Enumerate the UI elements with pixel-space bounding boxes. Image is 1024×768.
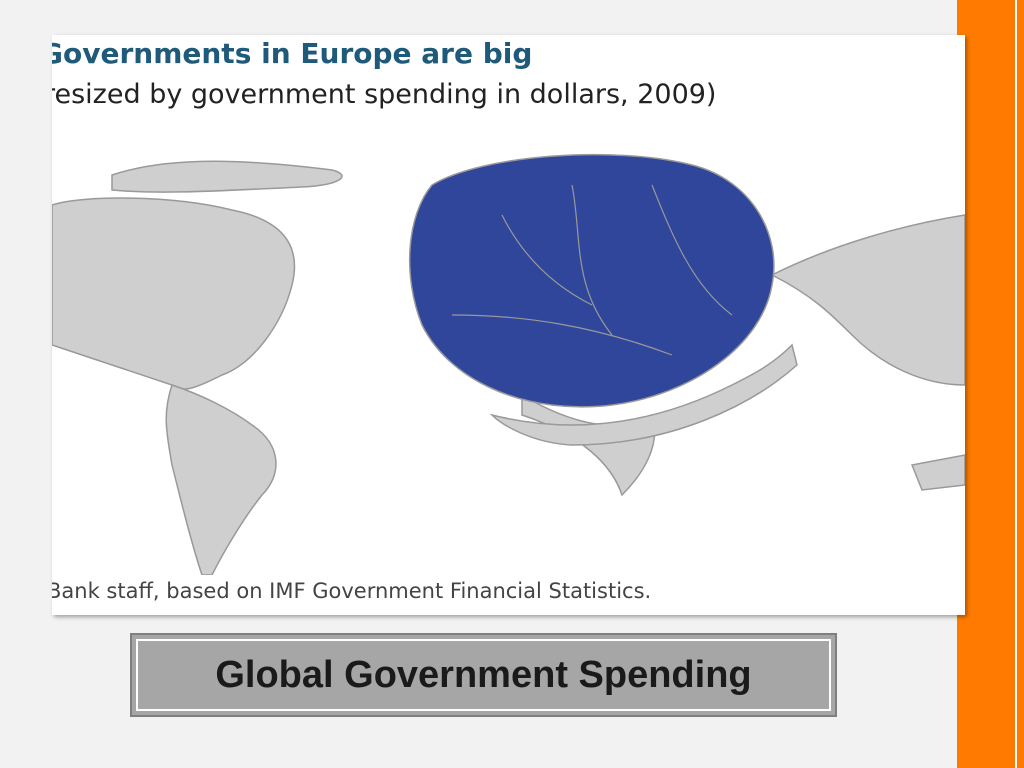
figure-subtitle: resized by government spending in dollar…: [52, 79, 717, 110]
figure: Governments in Europe are big resized by…: [52, 35, 965, 615]
accent-line: [1015, 0, 1017, 768]
caption-box: Global Government Spending: [130, 633, 837, 717]
accent-bar: [957, 0, 1024, 768]
cartogram: [52, 153, 965, 575]
figure-source: Bank staff, based on IMF Government Fina…: [52, 579, 652, 603]
figure-title: Governments in Europe are big: [52, 37, 533, 70]
caption: Global Government Spending: [136, 639, 831, 711]
